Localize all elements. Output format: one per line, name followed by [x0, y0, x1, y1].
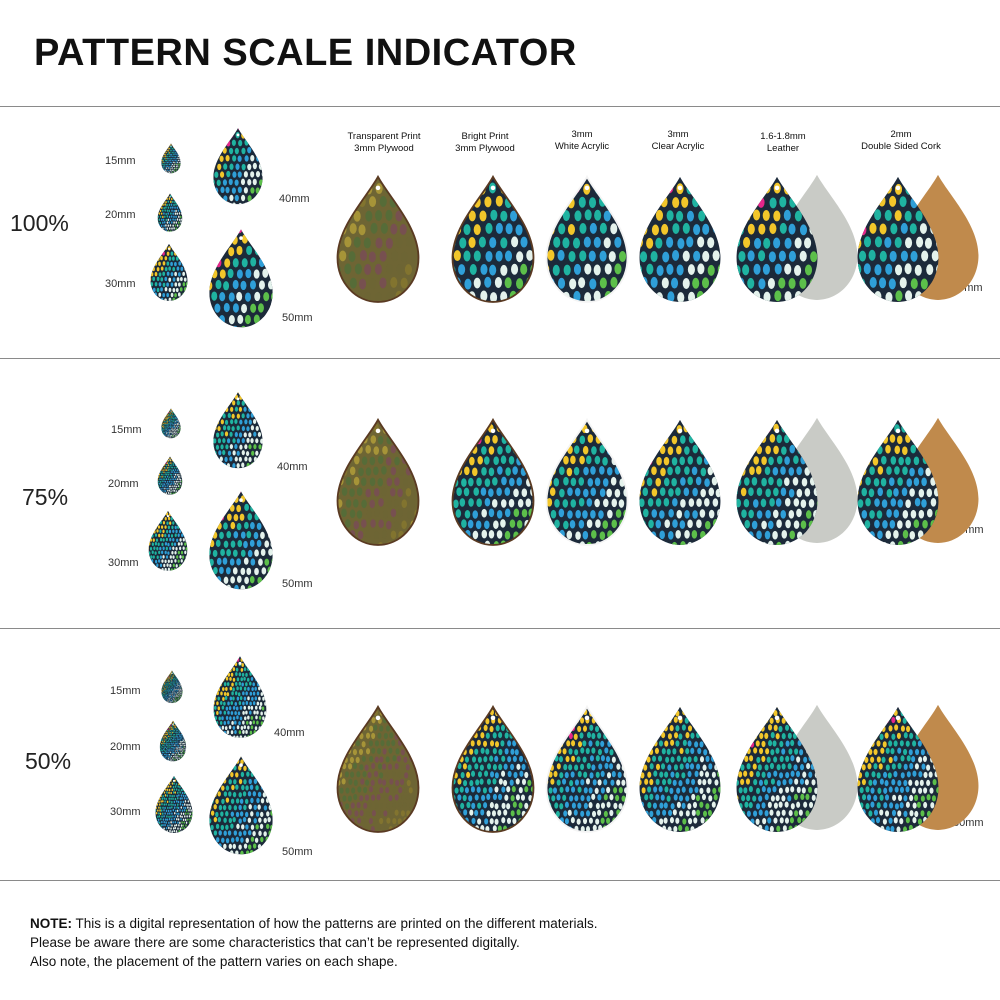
material-line1: 2mm	[890, 129, 912, 140]
teardrop-material-sample	[639, 419, 721, 545]
teardrop-material-sample	[336, 705, 420, 833]
teardrop-size-sample	[150, 243, 188, 301]
note-line-1: NOTE: This is a digital representation o…	[30, 914, 598, 933]
teardrop-size-sample	[148, 510, 188, 571]
size-label-40mm: 40mm	[274, 727, 305, 739]
note-line-2: Please be aware there are some character…	[30, 935, 520, 950]
material-line1: 3mm	[571, 129, 593, 140]
teardrop-size-sample	[161, 143, 181, 174]
teardrop-material-sample	[451, 705, 535, 833]
material-header-white-acrylic: 3mm White Acrylic	[522, 129, 642, 153]
size-label-40mm: 40mm	[279, 193, 310, 205]
divider	[0, 358, 1000, 359]
size-label-30mm: 30mm	[108, 557, 139, 569]
size-label-15mm: 15mm	[111, 424, 142, 436]
teardrop-material-sample	[736, 176, 818, 302]
material-line2: 3mm Plywood	[455, 143, 515, 154]
scale-label: 100%	[10, 210, 69, 236]
teardrop-material-sample	[545, 175, 629, 303]
size-label-20mm: 20mm	[108, 478, 139, 490]
material-line2: Double Sided Cork	[861, 141, 941, 152]
divider	[0, 106, 1000, 107]
teardrop-material-sample	[451, 418, 535, 546]
teardrop-material-sample	[857, 419, 939, 545]
size-label-30mm: 30mm	[110, 806, 141, 818]
teardrop-material-sample	[451, 175, 535, 303]
teardrop-size-sample	[209, 756, 273, 855]
teardrop-material-sample	[336, 418, 420, 546]
size-label-50mm: 50mm	[282, 312, 313, 324]
page-title: PATTERN SCALE INDICATOR	[34, 32, 577, 74]
teardrop-material-sample	[736, 706, 818, 832]
material-line2: Clear Acrylic	[651, 141, 705, 152]
teardrop-material-sample	[545, 705, 629, 833]
material-line2: Leather	[766, 143, 800, 154]
teardrop-size-sample	[157, 193, 183, 232]
teardrop-size-sample	[159, 720, 187, 762]
teardrop-size-sample	[209, 491, 273, 590]
size-label-50mm: 50mm	[282, 846, 313, 858]
material-line1: Bright Print	[461, 131, 509, 142]
material-header-leather: 1.6-1.8mm Leather	[723, 131, 843, 155]
size-label-40mm: 40mm	[277, 461, 308, 473]
material-line2: 3mm Plywood	[354, 143, 414, 154]
scale-label: 75%	[22, 484, 69, 510]
teardrop-size-sample	[213, 392, 263, 469]
size-label-50mm: 50mm	[282, 578, 313, 590]
teardrop-material-sample	[639, 706, 721, 832]
scale-label: 50%	[25, 748, 72, 774]
material-line1: Transparent Print	[347, 131, 421, 142]
teardrop-size-sample	[161, 670, 183, 704]
note-label: NOTE:	[30, 916, 72, 931]
teardrop-size-sample	[161, 408, 181, 439]
material-line2: White Acrylic	[554, 141, 610, 152]
teardrop-material-sample	[857, 706, 939, 832]
note-text: This is a digital representation of how …	[75, 916, 598, 931]
material-line1: 3mm	[667, 129, 689, 140]
teardrop-size-sample	[155, 775, 193, 833]
size-label-20mm: 20mm	[105, 209, 136, 221]
material-header-transparent-plywood: Transparent Print 3mm Plywood	[324, 131, 444, 155]
material-line1: 1.6-1.8mm	[760, 131, 806, 142]
teardrop-material-sample	[736, 419, 818, 545]
teardrop-size-sample	[213, 656, 267, 738]
teardrop-size-sample	[157, 456, 183, 495]
teardrop-material-sample	[639, 176, 721, 302]
size-label-30mm: 30mm	[105, 278, 136, 290]
teardrop-size-sample	[213, 128, 263, 205]
teardrop-material-sample	[545, 418, 629, 546]
divider	[0, 628, 1000, 629]
size-label-20mm: 20mm	[110, 741, 141, 753]
footnote: NOTE: This is a digital representation o…	[30, 914, 598, 971]
divider	[0, 880, 1000, 881]
material-header-bright-plywood: Bright Print 3mm Plywood	[425, 131, 545, 155]
teardrop-material-sample	[857, 176, 939, 302]
size-label-15mm: 15mm	[105, 155, 136, 167]
teardrop-size-sample	[209, 229, 273, 328]
note-line-3: Also note, the placement of the pattern …	[30, 954, 398, 969]
material-header-clear-acrylic: 3mm Clear Acrylic	[618, 129, 738, 153]
material-header-cork: 2mm Double Sided Cork	[841, 129, 961, 153]
size-label-15mm: 15mm	[110, 685, 141, 697]
teardrop-material-sample	[336, 175, 420, 303]
